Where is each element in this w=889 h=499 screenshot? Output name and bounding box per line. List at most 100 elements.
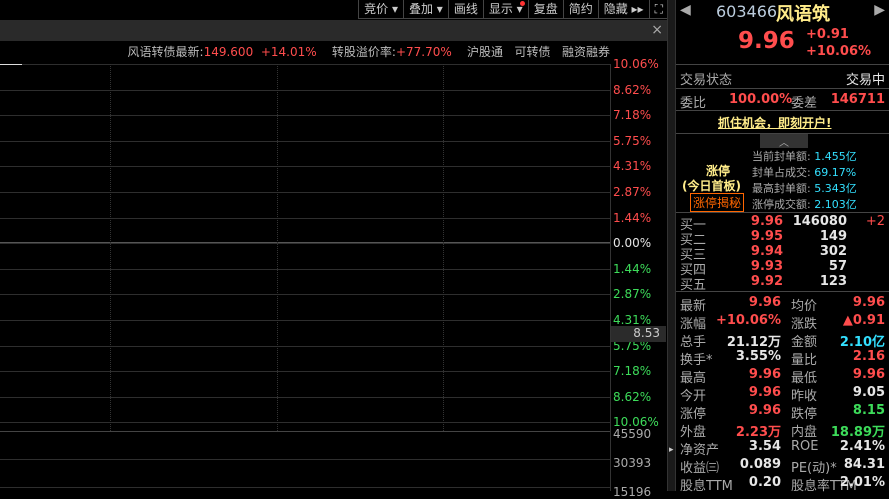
stat-label: 股息TTM (680, 479, 733, 494)
simple-button[interactable]: 简约 (562, 0, 598, 19)
limit-row: 封单占成交: 69.17% (752, 164, 856, 180)
axis-label-up: 8.62% (613, 82, 652, 97)
expand-icon[interactable]: ⛶ (648, 0, 668, 19)
bid-row[interactable]: 买三 9.94 302 (680, 244, 887, 263)
stat-label: 涨跌 (791, 317, 818, 332)
close-icon[interactable]: × (651, 22, 663, 38)
stat-row: 换手* 3.55% 量比 2.16 (680, 349, 887, 368)
stat-label: 昨收 (791, 389, 818, 404)
bond-label: 风语转债最新: (127, 45, 204, 59)
prev-stock-icon[interactable]: ◀ (680, 2, 691, 18)
panel-splitter[interactable]: ▸ (667, 0, 675, 491)
limit-up-title: 涨停 (706, 164, 731, 178)
axis-label-down: 1.44% (613, 261, 652, 276)
tag-margin[interactable]: 融资融券 (561, 45, 610, 59)
collapse-handle-icon[interactable]: ▸ (669, 445, 674, 455)
bid-price: 9.94 (750, 244, 783, 259)
stat-label: 量比 (791, 353, 818, 368)
bid-price: 9.93 (750, 259, 783, 274)
time-grid-line (110, 64, 111, 431)
stat-label: 最高 (680, 371, 707, 386)
replay-button[interactable]: 复盘 (527, 0, 563, 19)
stat-value: 3.55% (735, 349, 781, 364)
bond-change: +14.01% (260, 45, 317, 59)
tag-hk-connect[interactable]: 沪股通 (467, 45, 504, 59)
stat-value: 18.89万 (830, 425, 885, 440)
grid-line (0, 115, 610, 117)
grid-line (0, 217, 610, 219)
quote-panel: ◀ ▶ 603466 风语筑 9.96 +0.91 +10.06% 交易状态 交易… (675, 0, 889, 494)
bid-volume: 123 (819, 274, 847, 289)
limit-row-label: 涨停成交额: (752, 198, 811, 211)
stat-row: 最高 9.96 最低 9.96 (680, 367, 887, 386)
stat-value: 2.01% (839, 475, 885, 490)
stat-value: 21.12万 (726, 335, 781, 350)
grid-line (0, 89, 610, 91)
limit-row: 当前封单额: 1.455亿 (752, 148, 857, 164)
limit-row-label: 当前封单额: (752, 150, 811, 163)
bid-row[interactable]: 买一 9.96 146080 +2 (680, 214, 887, 233)
limit-row: 最高封单额: 5.343亿 (752, 180, 857, 196)
bid-label: 买一 (680, 218, 707, 233)
stat-label: ROE (791, 439, 819, 454)
open-account-link[interactable]: 抓住机会，即刻开户! (718, 116, 832, 130)
grid-line (0, 294, 610, 296)
stat-value: 9.96 (748, 385, 781, 400)
stat-row: 净资产 3.54 ROE 2.41% (680, 439, 887, 458)
info-strip (0, 20, 668, 41)
grid-line (0, 192, 610, 193)
limit-row-value: 1.455亿 (814, 150, 857, 163)
axis-label-up: 10.06% (613, 57, 659, 71)
bid-row[interactable]: 买二 9.95 149 (680, 229, 887, 248)
premium-value: +77.70% (395, 45, 452, 59)
stat-label: 最低 (791, 371, 818, 386)
display-button[interactable]: 显示 ▾ (482, 0, 528, 19)
axis-label-down: 8.62% (613, 389, 652, 404)
tag-convertible[interactable]: 可转债 (514, 45, 551, 59)
wb-value: 100.00% (729, 92, 793, 107)
stat-value: 0.089 (739, 457, 781, 472)
bid-row[interactable]: 买四 9.93 57 (680, 259, 887, 278)
grid-line (0, 268, 610, 270)
grid-line (0, 371, 610, 373)
intraday-chart[interactable] (0, 64, 611, 491)
collapse-up-icon[interactable]: ︿ (760, 134, 808, 149)
bid-row[interactable]: 买五 9.92 123 (680, 274, 887, 293)
limit-row: 涨停成交额: 2.103亿 (752, 196, 857, 212)
stat-label: 收益㈢ (680, 461, 720, 476)
stat-value: 9.96 (748, 403, 781, 418)
bid-price: 9.92 (750, 274, 783, 289)
stat-label: 涨停 (680, 407, 707, 422)
stat-value: +10.06% (715, 313, 781, 328)
stat-value: 3.54 (748, 439, 781, 454)
trading-status: 交易中 (845, 73, 885, 88)
stat-label: 跌停 (791, 407, 818, 422)
limit-up-reveal-button[interactable]: 涨停揭秘 (690, 193, 745, 212)
stat-value: 9.96 (852, 295, 885, 310)
stat-label: PE(动)* (791, 461, 837, 476)
bid-volume: 146080 (792, 214, 847, 229)
stat-value: 84.31 (843, 457, 885, 472)
price-change: +0.91 (806, 27, 849, 42)
stat-label: 总手 (680, 335, 707, 350)
axis-label-up: 7.18% (613, 108, 652, 123)
volume-axis-label: 30393 (613, 456, 652, 470)
bid-label: 买四 (680, 263, 707, 278)
premium-label: 转股溢价率: (331, 45, 396, 59)
draw-line-button[interactable]: 画线 (447, 0, 483, 19)
grid-line (0, 487, 610, 488)
wb-label: 委比 (680, 96, 707, 111)
overlay-button[interactable]: 叠加 ▾ (402, 0, 448, 19)
bond-info: 风语转债最新:149.600 +14.01% 转股溢价率:+77.70% 沪股通… (0, 43, 610, 60)
limit-row-value: 5.343亿 (814, 182, 857, 195)
axis-label-down: 10.06% (613, 415, 659, 430)
auction-button[interactable]: 竞价 ▾ (358, 0, 403, 19)
axis-label-up: 4.31% (613, 159, 652, 174)
bid-label: 买五 (680, 278, 707, 293)
next-stock-icon[interactable]: ▶ (874, 2, 885, 18)
stat-label: 股息率TTM (791, 479, 857, 494)
stat-value: 0.20 (748, 475, 781, 490)
stat-value: ▲0.91 (842, 313, 885, 328)
hide-button[interactable]: 隐藏 ▸▸ (597, 0, 649, 19)
zero-line (0, 242, 610, 243)
